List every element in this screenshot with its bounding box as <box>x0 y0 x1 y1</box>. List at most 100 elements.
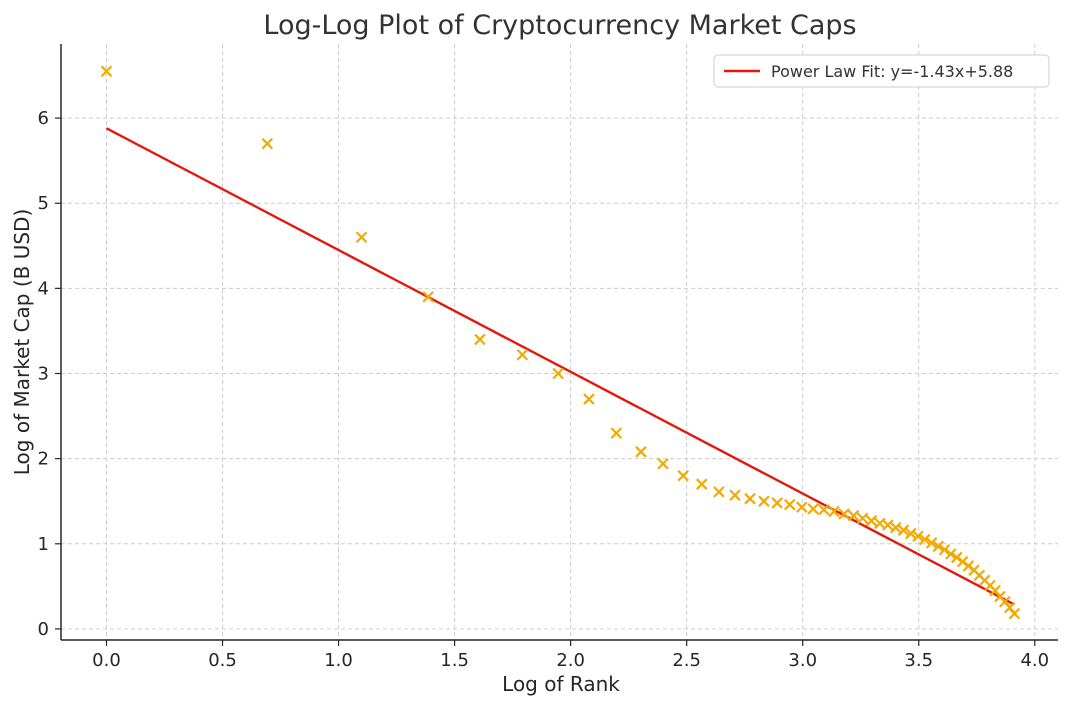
data-point <box>422 291 434 303</box>
data-point-stroke <box>729 489 741 502</box>
data-point-stroke <box>968 564 980 576</box>
data-point-stroke <box>635 446 647 458</box>
data-point <box>729 489 741 502</box>
data-point <box>847 509 860 522</box>
data-point <box>771 497 783 509</box>
data-point <box>610 427 623 439</box>
data-point <box>1008 607 1021 620</box>
data-point <box>865 515 878 527</box>
data-point-stroke <box>847 509 860 522</box>
legend-label-fit: Power Law Fit: y=-1.43x+5.88 <box>771 62 1013 81</box>
data-point-stroke <box>905 527 917 540</box>
data-point-stroke <box>882 519 894 531</box>
fit-line <box>105 127 1015 606</box>
data-point <box>657 457 669 470</box>
data-point-stroke <box>1008 607 1021 620</box>
data-point <box>890 521 902 534</box>
data-point-stroke <box>956 555 969 568</box>
x-tick-label: 2.5 <box>672 650 701 671</box>
x-tick-label: 1.0 <box>324 650 353 671</box>
data-point-stroke <box>695 478 708 490</box>
y-tick-label: 5 <box>38 193 49 214</box>
tick-labels: 0.0 0.5 1.0 1.5 2.0 2.5 3.0 3.5 4.0 0 1 2 3 4 5 6 <box>38 108 1050 671</box>
data-point-stroke <box>552 367 564 380</box>
data-point <box>355 231 368 244</box>
data-point <box>828 505 840 518</box>
data-point <box>919 533 931 546</box>
data-point <box>474 333 486 346</box>
data-point-stroke <box>951 551 963 564</box>
data-point <box>905 527 917 540</box>
y-tick-label: 4 <box>38 278 49 299</box>
data-point-stroke <box>925 537 938 549</box>
x-tick-label: 1.5 <box>440 650 469 671</box>
data-point-stroke <box>422 291 434 303</box>
legend: Power Law Fit: y=-1.43x+5.88 <box>713 54 1050 88</box>
data-point-stroke <box>516 348 529 361</box>
data-point <box>783 498 796 511</box>
data-point <box>856 512 869 525</box>
data-point-stroke <box>999 595 1011 608</box>
x-tick-label: 3.0 <box>788 650 817 671</box>
data-point <box>945 548 957 560</box>
chart-title: Log-Log Plot of Cryptocurrency Market Ca… <box>263 10 856 41</box>
data-point-stroke <box>989 584 1001 597</box>
data-point <box>838 508 850 520</box>
data-point <box>635 446 647 458</box>
data-point <box>713 486 725 498</box>
data-point <box>583 393 595 405</box>
data-point-stroke <box>865 515 878 527</box>
data-point-stroke <box>677 469 689 482</box>
legend-box <box>713 54 1050 88</box>
data-point-stroke <box>912 530 924 542</box>
x-tick-label: 2.0 <box>556 650 585 671</box>
data-point-stroke <box>657 457 669 470</box>
data-point-stroke <box>945 548 957 560</box>
data-point-stroke <box>897 524 910 536</box>
data-point <box>516 348 529 361</box>
x-tick-label: 0.0 <box>92 650 121 671</box>
data-point-stroke <box>984 579 996 592</box>
axes <box>55 44 1058 646</box>
data-point-stroke <box>890 521 902 534</box>
data-point-stroke <box>610 427 623 439</box>
data-point <box>744 492 756 505</box>
data-point-stroke <box>713 486 725 498</box>
data-point-stroke <box>758 495 770 507</box>
x-axis-label: Log of Rank <box>502 672 620 696</box>
data-point-stroke <box>818 503 830 516</box>
data-point-stroke <box>807 503 819 515</box>
data-point-stroke <box>973 569 986 582</box>
data-point <box>807 503 819 515</box>
data-point-stroke <box>100 65 113 78</box>
x-tick-label: 0.5 <box>208 650 237 671</box>
data-point <box>912 530 924 542</box>
data-point <box>932 540 945 553</box>
fit-line-layer <box>105 127 1015 606</box>
x-tick-label: 3.5 <box>904 650 933 671</box>
data-point <box>938 543 951 556</box>
scatter-points <box>100 65 1021 620</box>
data-point <box>100 65 113 78</box>
y-axis-label: Log of Market Cap (B USD) <box>10 209 34 476</box>
data-point <box>261 137 274 150</box>
y-tick-label: 3 <box>38 364 49 385</box>
data-point <box>677 469 689 482</box>
y-tick-label: 0 <box>38 619 49 640</box>
data-point <box>552 367 564 380</box>
data-point-stroke <box>919 533 931 546</box>
data-point-stroke <box>838 508 850 520</box>
x-tick-label: 4.0 <box>1020 650 1049 671</box>
data-point-stroke <box>583 393 595 405</box>
data-point-stroke <box>355 231 368 244</box>
data-point-stroke <box>1003 601 1016 614</box>
data-point-stroke <box>783 498 796 511</box>
data-point <box>758 495 770 507</box>
data-point-stroke <box>978 574 991 587</box>
data-point <box>882 519 894 531</box>
data-point-stroke <box>261 137 274 150</box>
y-tick-label: 2 <box>38 449 49 470</box>
data-point <box>818 503 830 516</box>
data-point <box>796 501 808 513</box>
